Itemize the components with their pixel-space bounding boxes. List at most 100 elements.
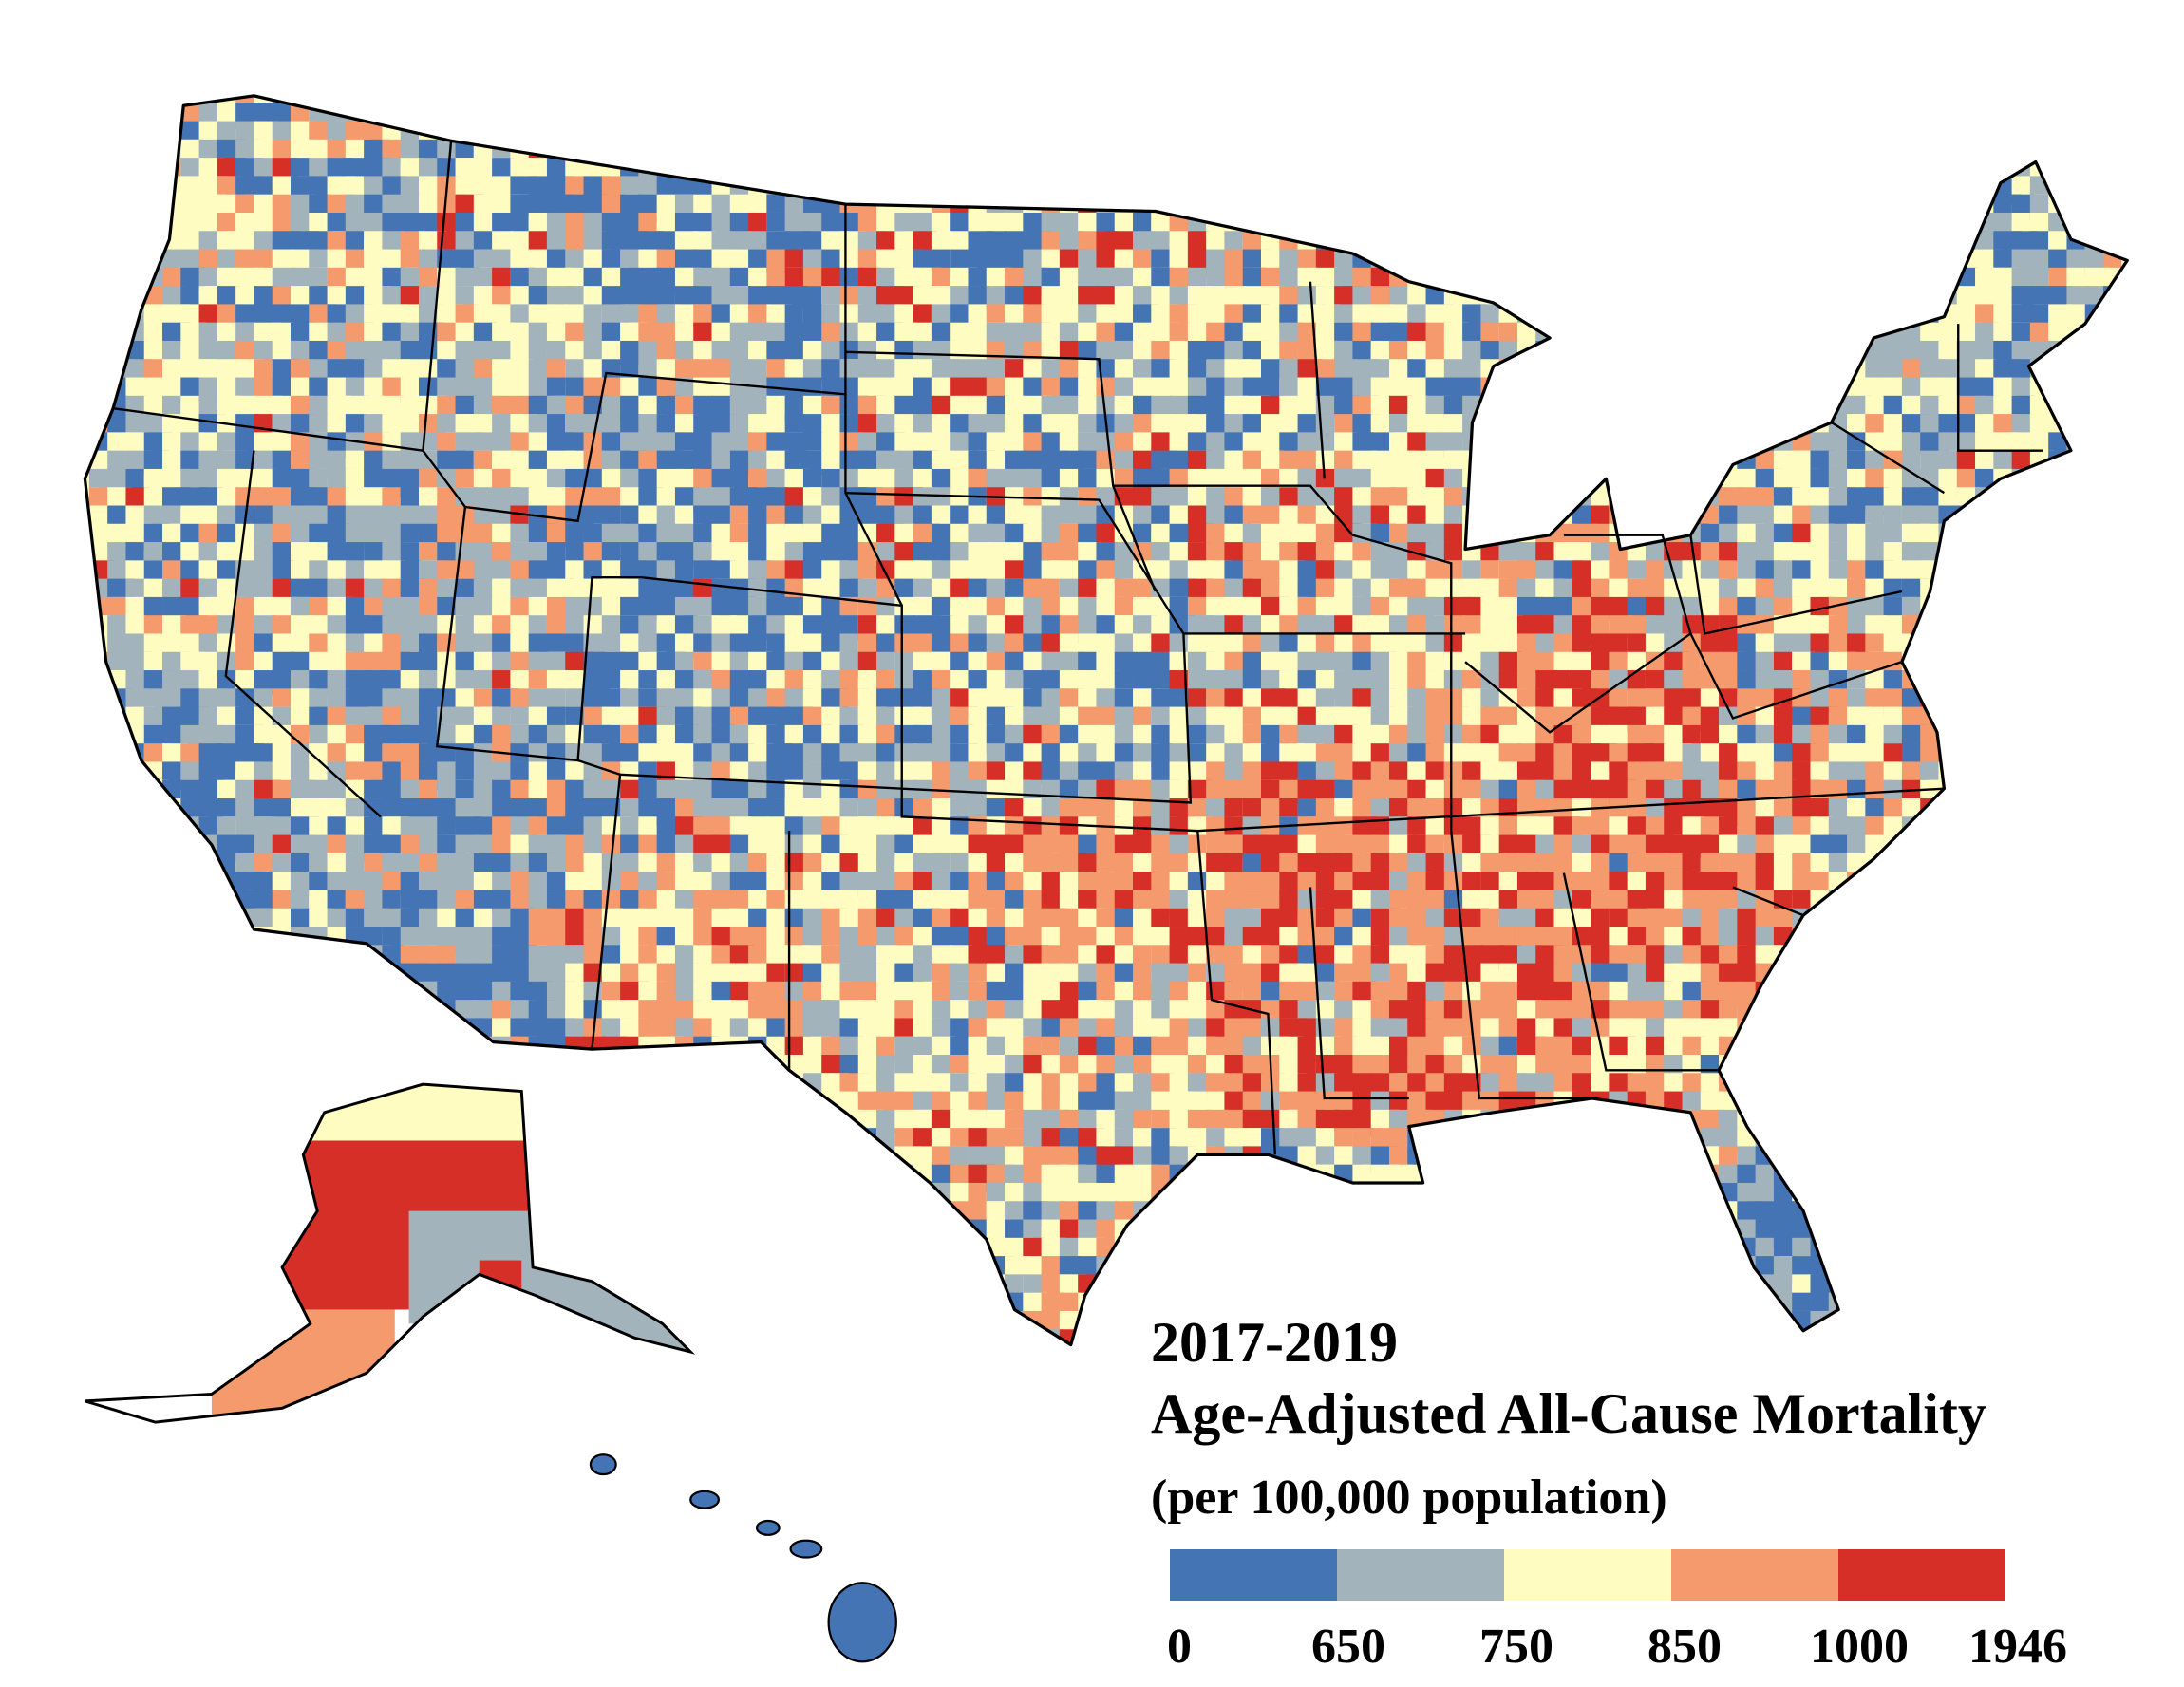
county-cell <box>546 121 569 147</box>
county-cell <box>1755 487 1774 506</box>
county-cell <box>217 505 237 524</box>
county-cell <box>1975 560 2001 587</box>
county-cell <box>748 212 767 235</box>
county-cell <box>1664 450 1683 475</box>
county-cell <box>1920 834 1940 859</box>
county-cell <box>1938 688 1957 709</box>
county-cell <box>2011 743 2032 772</box>
county-cell <box>1682 487 1706 515</box>
county-cell <box>1975 761 2003 789</box>
county-cell <box>876 121 896 140</box>
county-cell <box>2048 688 2073 712</box>
county-cell <box>620 121 648 148</box>
county-cell <box>1847 414 1866 434</box>
county-cell <box>2066 487 2094 510</box>
county-cell <box>1041 578 1060 599</box>
county-cell <box>931 103 956 126</box>
county-cell <box>1572 103 1592 123</box>
county-cell <box>1334 139 1356 164</box>
county-cell <box>1901 139 1930 159</box>
county-cell <box>510 523 529 543</box>
county-cell <box>1078 487 1100 507</box>
county-cell <box>1297 267 1318 287</box>
county-cell <box>1059 194 1082 216</box>
county-cell <box>1956 560 1978 579</box>
county-cell <box>1096 95 1122 112</box>
county-cell <box>1187 103 1215 124</box>
county-cell <box>1682 231 1705 250</box>
county-cell <box>802 176 826 199</box>
county-cell <box>85 432 91 459</box>
county-cell <box>2103 505 2125 526</box>
county-cell <box>473 743 493 763</box>
county-cell <box>455 103 484 128</box>
county-cell <box>1315 95 1345 103</box>
county-cell <box>1169 194 1188 213</box>
county-cell <box>1627 487 1656 512</box>
county-cell <box>510 853 529 875</box>
county-cell <box>1883 158 1912 186</box>
county-cell <box>1535 267 1558 290</box>
county-cell <box>2140 597 2164 623</box>
county-cell <box>1572 176 1601 197</box>
county-cell <box>1516 194 1546 221</box>
county-cell <box>1498 139 1528 159</box>
county-cell <box>1609 340 1636 366</box>
county-cell <box>88 267 112 296</box>
county-cell <box>1591 267 1610 293</box>
county-cell <box>1023 505 1045 524</box>
county-cell <box>1114 414 1135 436</box>
county-cell <box>802 487 822 507</box>
county-cell <box>1664 267 1689 287</box>
county-cell <box>1260 267 1281 287</box>
county-cell <box>1920 286 1940 314</box>
county-cell <box>309 798 329 817</box>
county-cell <box>143 103 173 122</box>
county-cell <box>2103 212 2125 233</box>
county-cell <box>784 139 811 164</box>
county-cell <box>290 578 312 597</box>
county-cell <box>1773 103 1801 122</box>
county-cell <box>2084 724 2105 745</box>
county-cell <box>2011 487 2036 506</box>
county-cell <box>1627 395 1651 422</box>
county-cell <box>254 95 275 106</box>
county-cell <box>766 212 788 232</box>
county-cell <box>1480 560 1499 579</box>
county-cell <box>1755 139 1782 165</box>
county-cell <box>986 542 1007 561</box>
county-cell <box>1975 505 2003 527</box>
county-cell <box>656 121 677 140</box>
county-cell <box>583 212 607 235</box>
county-cell <box>1920 633 1939 654</box>
county-cell <box>2066 578 2094 606</box>
county-cell <box>1810 340 1832 369</box>
county-cell <box>638 121 662 145</box>
county-cell <box>1388 95 1414 113</box>
county-cell <box>2084 468 2112 495</box>
county-cell <box>528 194 553 215</box>
county-cell <box>418 267 439 287</box>
county-cell <box>1609 139 1638 167</box>
county-cell <box>1865 158 1894 183</box>
county-cell <box>88 231 112 259</box>
county-cell <box>2103 158 2123 183</box>
county-cell <box>1535 95 1556 103</box>
county-cell <box>1956 670 1977 699</box>
county-cell <box>1956 194 1984 216</box>
county-cell <box>1664 432 1691 459</box>
county-cell <box>1847 103 1874 131</box>
county-cell <box>1645 872 1667 893</box>
county-cell <box>1920 121 1949 147</box>
county-cell <box>1242 523 1264 546</box>
county-cell <box>1664 158 1692 180</box>
county-cell <box>839 340 860 360</box>
county-cell <box>1041 139 1063 162</box>
county-cell <box>1865 139 1884 164</box>
county-cell <box>857 578 877 599</box>
county-cell <box>1535 286 1560 305</box>
county-cell <box>1206 322 1225 343</box>
county-cell <box>839 523 860 546</box>
county-cell <box>1810 322 1837 349</box>
county-cell <box>400 633 422 652</box>
